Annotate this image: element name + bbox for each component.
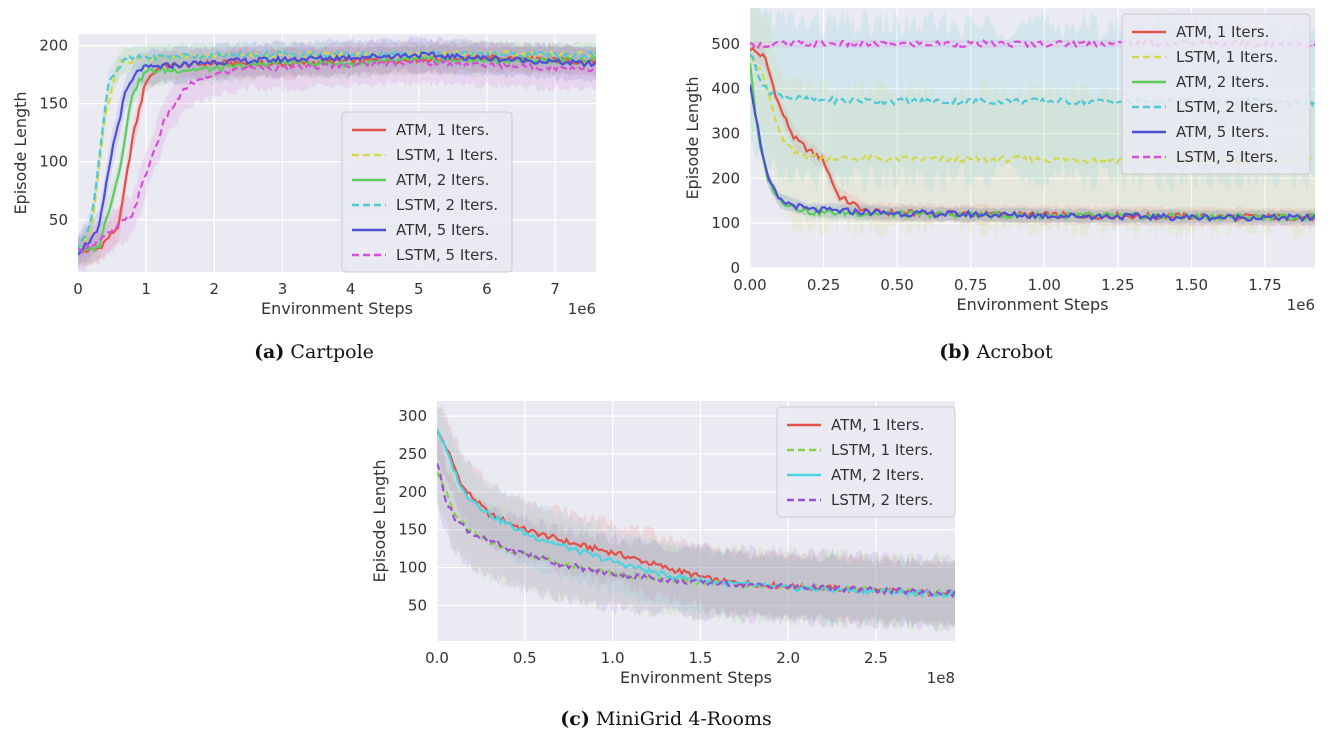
series-band xyxy=(437,404,955,630)
x-tick-label: 2.0 xyxy=(776,649,800,667)
caption-a-text: Cartpole xyxy=(290,341,374,363)
series-line xyxy=(78,49,596,252)
y-tick-label: 200 xyxy=(398,483,427,501)
x-tick-label: 6 xyxy=(482,280,492,298)
x-scale-label: 1e6 xyxy=(568,300,596,318)
y-tick-label: 200 xyxy=(711,169,740,187)
caption-a-tag: (a) xyxy=(254,341,285,363)
x-tick-label: 2 xyxy=(210,280,220,298)
series-group xyxy=(437,401,955,634)
legend-label: LSTM, 1 Iters. xyxy=(831,441,933,459)
series-band xyxy=(437,424,955,633)
x-axis-label: Environment Steps xyxy=(261,299,413,318)
series-line xyxy=(78,58,596,254)
x-tick-label: 0.0 xyxy=(425,649,449,667)
x-tick-label: 1.75 xyxy=(1248,276,1281,294)
series-line xyxy=(78,51,596,256)
x-tick-label: 0.25 xyxy=(807,276,840,294)
minigrid-chart: 0.0 0.5 1.0 1.5 2.0 2.5 50 100 150 200 250 300 Envir… xyxy=(370,401,956,687)
x-tick-label: 5 xyxy=(414,280,424,298)
caption-a: (a) Cartpole xyxy=(204,341,424,363)
series-line xyxy=(78,55,596,255)
x-tick-label: 0.75 xyxy=(954,276,987,294)
legend-label: ATM, 5 Iters. xyxy=(1176,123,1269,141)
legend-label: LSTM, 5 Iters. xyxy=(396,246,498,264)
y-tick-label: 300 xyxy=(398,407,427,425)
acrobot-chart: 0.00 0.25 0.50 0.75 1.00 1.25 1.50 1.75 0 100 200 3… xyxy=(683,8,1315,314)
legend-box xyxy=(341,111,513,273)
legend-label: LSTM, 2 Iters. xyxy=(396,196,498,214)
x-tick-label: 1 xyxy=(141,280,151,298)
legend-label: ATM, 1 Iters. xyxy=(831,416,924,434)
legend-label: LSTM, 5 Iters. xyxy=(1176,148,1278,166)
series-line xyxy=(78,49,596,254)
x-scale-label: 1e6 xyxy=(1287,296,1315,314)
x-tick-label: 1.5 xyxy=(688,649,712,667)
series-band xyxy=(437,401,955,631)
legend-label: LSTM, 1 Iters. xyxy=(396,146,498,164)
series-line xyxy=(437,471,955,597)
x-tick-label: 1.50 xyxy=(1175,276,1208,294)
series-band xyxy=(750,8,1315,241)
y-tick-label: 0 xyxy=(730,259,740,277)
caption-b: (b) Acrobot xyxy=(886,341,1106,363)
legend-label: ATM, 2 Iters. xyxy=(831,466,924,484)
legend-box xyxy=(1121,13,1311,175)
legend-label: ATM, 1 Iters. xyxy=(396,121,489,139)
legend-label: ATM, 2 Iters. xyxy=(1176,73,1269,91)
legend-label: ATM, 2 Iters. xyxy=(396,171,489,189)
x-tick-label: 1.25 xyxy=(1101,276,1134,294)
x-scale-label: 1e8 xyxy=(927,669,955,687)
y-tick-label: 200 xyxy=(39,37,68,55)
series-band xyxy=(78,37,596,272)
x-tick-label: 0.50 xyxy=(880,276,913,294)
series-group xyxy=(78,35,596,272)
x-tick-label: 1.00 xyxy=(1028,276,1061,294)
series-line xyxy=(750,84,1315,223)
series-band xyxy=(437,434,955,634)
cartpole-chart: 0 1 2 3 4 5 6 7 50 100 150 200 Environment Steps Epis… xyxy=(11,34,596,318)
caption-b-text: Acrobot xyxy=(976,341,1053,363)
y-tick-label: 300 xyxy=(711,125,740,143)
x-tick-label: 0 xyxy=(73,280,83,298)
y-tick-label: 150 xyxy=(39,95,68,113)
series-band xyxy=(78,42,596,269)
y-tick-label: 100 xyxy=(39,153,68,171)
legend-label: ATM, 1 Iters. xyxy=(1176,23,1269,41)
series-band xyxy=(78,41,596,268)
x-tick-label: 7 xyxy=(550,280,560,298)
y-axis-label: Episode Length xyxy=(683,76,702,199)
y-tick-label: 100 xyxy=(398,559,427,577)
x-tick-label: 2.5 xyxy=(864,649,888,667)
x-tick-label: 4 xyxy=(346,280,356,298)
y-tick-label: 150 xyxy=(398,521,427,539)
legend-label: ATM, 5 Iters. xyxy=(396,221,489,239)
caption-c-text: MiniGrid 4-Rooms xyxy=(595,708,772,730)
x-tick-label: 1.0 xyxy=(601,649,625,667)
x-axis-label: Environment Steps xyxy=(620,668,772,687)
legend-label: LSTM, 1 Iters. xyxy=(1176,48,1278,66)
caption-c: (c) MiniGrid 4-Rooms xyxy=(506,708,826,730)
x-axis-label: Environment Steps xyxy=(956,295,1108,314)
y-axis-label: Episode Length xyxy=(11,91,30,214)
y-tick-label: 100 xyxy=(711,214,740,232)
y-tick-label: 250 xyxy=(398,445,427,463)
y-tick-label: 50 xyxy=(408,596,427,614)
y-tick-label: 400 xyxy=(711,80,740,98)
legend-box xyxy=(776,406,956,518)
y-tick-label: 500 xyxy=(711,35,740,53)
series-line xyxy=(437,462,955,599)
x-tick-label: 3 xyxy=(278,280,288,298)
caption-c-tag: (c) xyxy=(560,708,590,730)
legend-label: LSTM, 2 Iters. xyxy=(831,491,933,509)
caption-b-tag: (b) xyxy=(939,341,971,363)
y-tick-label: 50 xyxy=(49,211,68,229)
legend-label: LSTM, 2 Iters. xyxy=(1176,98,1278,116)
y-axis-label: Episode Length xyxy=(370,459,389,582)
x-tick-label: 0.5 xyxy=(513,649,537,667)
series-line xyxy=(750,38,1315,50)
x-tick-label: 0.00 xyxy=(733,276,766,294)
